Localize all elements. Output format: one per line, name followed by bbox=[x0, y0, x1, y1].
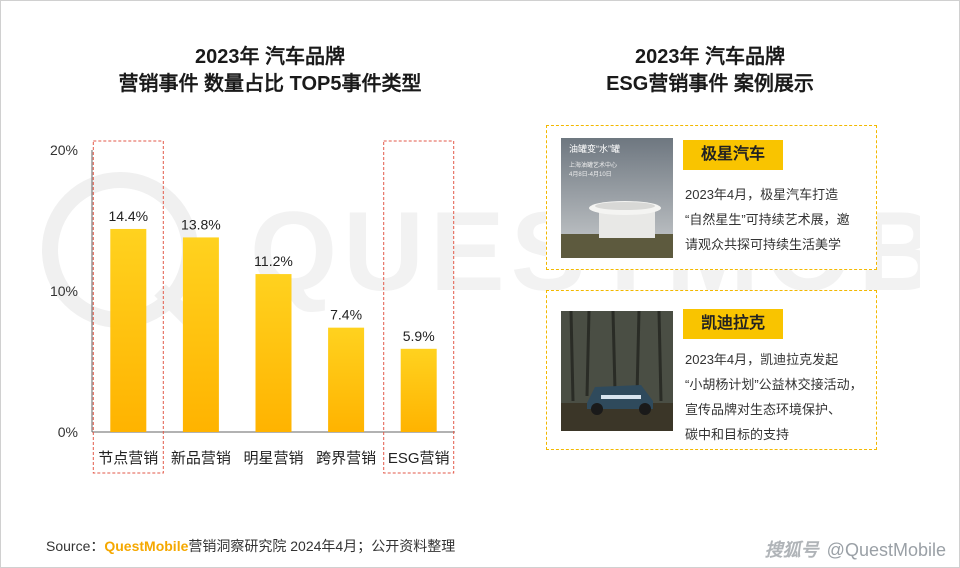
cases-title-line2: ESG营销事件 案例展示 bbox=[606, 73, 814, 95]
footer-watermark: 搜狐号 @QuestMobile bbox=[765, 536, 946, 562]
chart-title-line2: 营销事件 数量占比 TOP5事件类型 bbox=[118, 73, 422, 95]
description-line: “自然星生”可持续艺术展，邀 bbox=[685, 212, 850, 227]
bar-chart: 0% 10% 20% 14.4% 节点营销 13.8% 新品营销 11.2% 明星营销 7.4% 跨… bbox=[50, 140, 455, 474]
x-category-label: 跨界营销 bbox=[316, 450, 376, 467]
photo-caption-date: 4月8日-4月10日 bbox=[569, 171, 612, 178]
bar-value-label: 11.2% bbox=[254, 253, 293, 269]
highlight-box bbox=[383, 140, 455, 474]
bar bbox=[328, 327, 365, 432]
x-category-label: 新品营销 bbox=[171, 450, 231, 467]
x-category-label: 节点营销 bbox=[98, 450, 158, 467]
description-line: 2023年4月，极星汽车打造 bbox=[685, 187, 839, 202]
x-category-label: 明星营销 bbox=[243, 450, 303, 467]
y-tick-label: 10% bbox=[50, 283, 78, 299]
bar-value-label: 14.4% bbox=[108, 208, 148, 224]
source-note: Source：QuestMobile营销洞察研究院 2024年4月；公开资料整理 bbox=[46, 536, 455, 556]
case-description-cadillac: 2023年4月，凯迪拉克发起 “小胡杨计划”公益林交接活动， 宣传品牌对生态环境… bbox=[685, 347, 875, 447]
sohu-logo: 搜狐号 bbox=[764, 540, 819, 560]
source-text: 营销洞察研究院 2024年4月；公开资料整理 bbox=[188, 538, 456, 554]
y-tick-label: 0% bbox=[58, 424, 78, 440]
cases-title: 2023年 汽车品牌 ESG营销事件 案例展示 bbox=[540, 44, 880, 98]
x-category-label: ESG营销 bbox=[388, 450, 450, 467]
bar bbox=[400, 348, 437, 432]
photo-caption-venue: 上海油罐艺术中心 bbox=[569, 161, 617, 169]
case-card-polestar: 油罐变“水”罐 上海油罐艺术中心 4月8日-4月10日 极星汽车 2023年4月… bbox=[546, 125, 877, 270]
bar-value-label: 13.8% bbox=[181, 216, 221, 232]
highlight-box bbox=[92, 140, 164, 474]
bar-value-label: 7.4% bbox=[330, 307, 362, 323]
photo-caption-title: 油罐变“水”罐 bbox=[569, 143, 620, 154]
source-prefix: Source： bbox=[46, 538, 105, 554]
source-brand: QuestMobile bbox=[104, 538, 189, 554]
chart-title: 2023年 汽车品牌 营销事件 数量占比 TOP5事件类型 bbox=[60, 44, 480, 98]
description-line: “小胡杨计划”公益林交接活动， bbox=[685, 377, 863, 392]
bar bbox=[255, 274, 292, 432]
bar bbox=[110, 228, 147, 432]
y-tick-label: 20% bbox=[50, 142, 78, 158]
footer-handle: @QuestMobile bbox=[826, 540, 946, 560]
description-line: 2023年4月，凯迪拉克发起 bbox=[685, 352, 839, 367]
cases-title-line1: 2023年 汽车品牌 bbox=[634, 46, 786, 68]
case-card-cadillac: 凯迪拉克 2023年4月，凯迪拉克发起 “小胡杨计划”公益林交接活动， 宣传品牌… bbox=[546, 290, 877, 450]
description-line: 碳中和目标的支持 bbox=[685, 427, 790, 442]
cadillac-photo bbox=[561, 311, 673, 431]
description-line: 宣传品牌对生态环境保护、 bbox=[685, 402, 842, 417]
bar-value-label: 5.9% bbox=[403, 328, 435, 344]
polestar-photo: 油罐变“水”罐 上海油罐艺术中心 4月8日-4月10日 bbox=[561, 138, 673, 258]
brand-badge-cadillac: 凯迪拉克 bbox=[683, 309, 783, 339]
bar bbox=[182, 237, 219, 432]
description-line: 请观众共探可持续生活美学 bbox=[685, 237, 842, 252]
case-description-polestar: 2023年4月，极星汽车打造 “自然星生”可持续艺术展，邀 请观众共探可持续生活… bbox=[685, 182, 875, 257]
chart-title-line1: 2023年 汽车品牌 bbox=[194, 46, 346, 68]
brand-badge-polestar: 极星汽车 bbox=[683, 140, 783, 170]
